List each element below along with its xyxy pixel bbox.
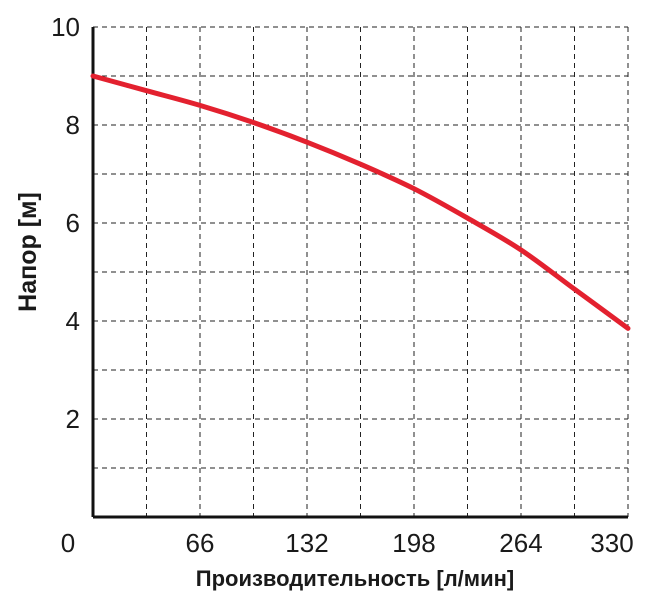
x-tick-label: 132 (285, 528, 328, 558)
y-tick-label: 4 (66, 306, 80, 336)
y-tick-label: 10 (51, 12, 80, 42)
y-axis-label: Напор [м] (14, 192, 42, 312)
series-layer (90, 73, 631, 331)
x-tick-label: 0 (61, 528, 75, 558)
x-tick-label: 264 (499, 528, 542, 558)
x-tick-label: 330 (590, 528, 633, 558)
grid-lines (93, 26, 629, 517)
x-tick-label: 198 (392, 528, 435, 558)
y-tick-label: 2 (66, 404, 80, 434)
x-tick-label: 66 (186, 528, 215, 558)
y-tick-label: 8 (66, 110, 80, 140)
series-line (90, 73, 631, 331)
x-axis-label: Производительность [л/мин] (196, 566, 514, 591)
tick-labels: 0 66 132 198 264 330 2 4 6 8 10 (51, 12, 634, 558)
y-tick-label: 6 (66, 208, 80, 238)
